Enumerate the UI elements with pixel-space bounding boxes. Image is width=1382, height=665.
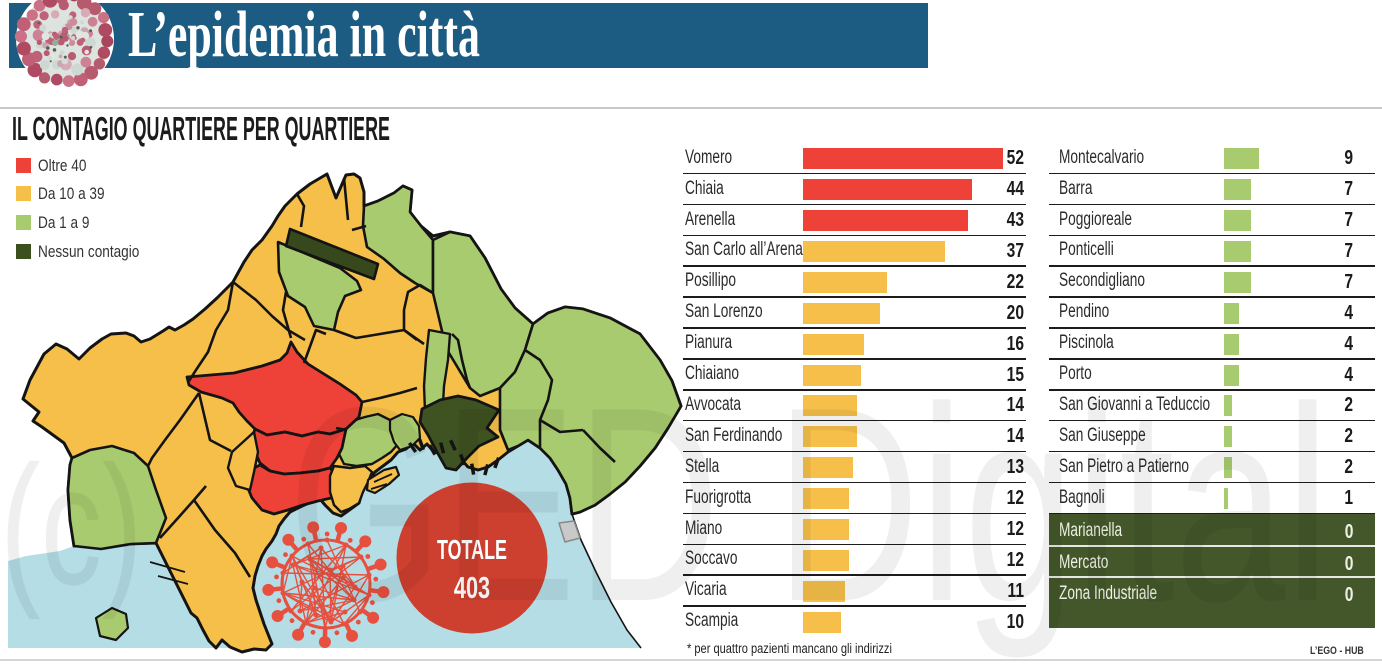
svg-text:TOTALE: TOTALE: [437, 534, 507, 565]
svg-text:403: 403: [454, 570, 490, 605]
